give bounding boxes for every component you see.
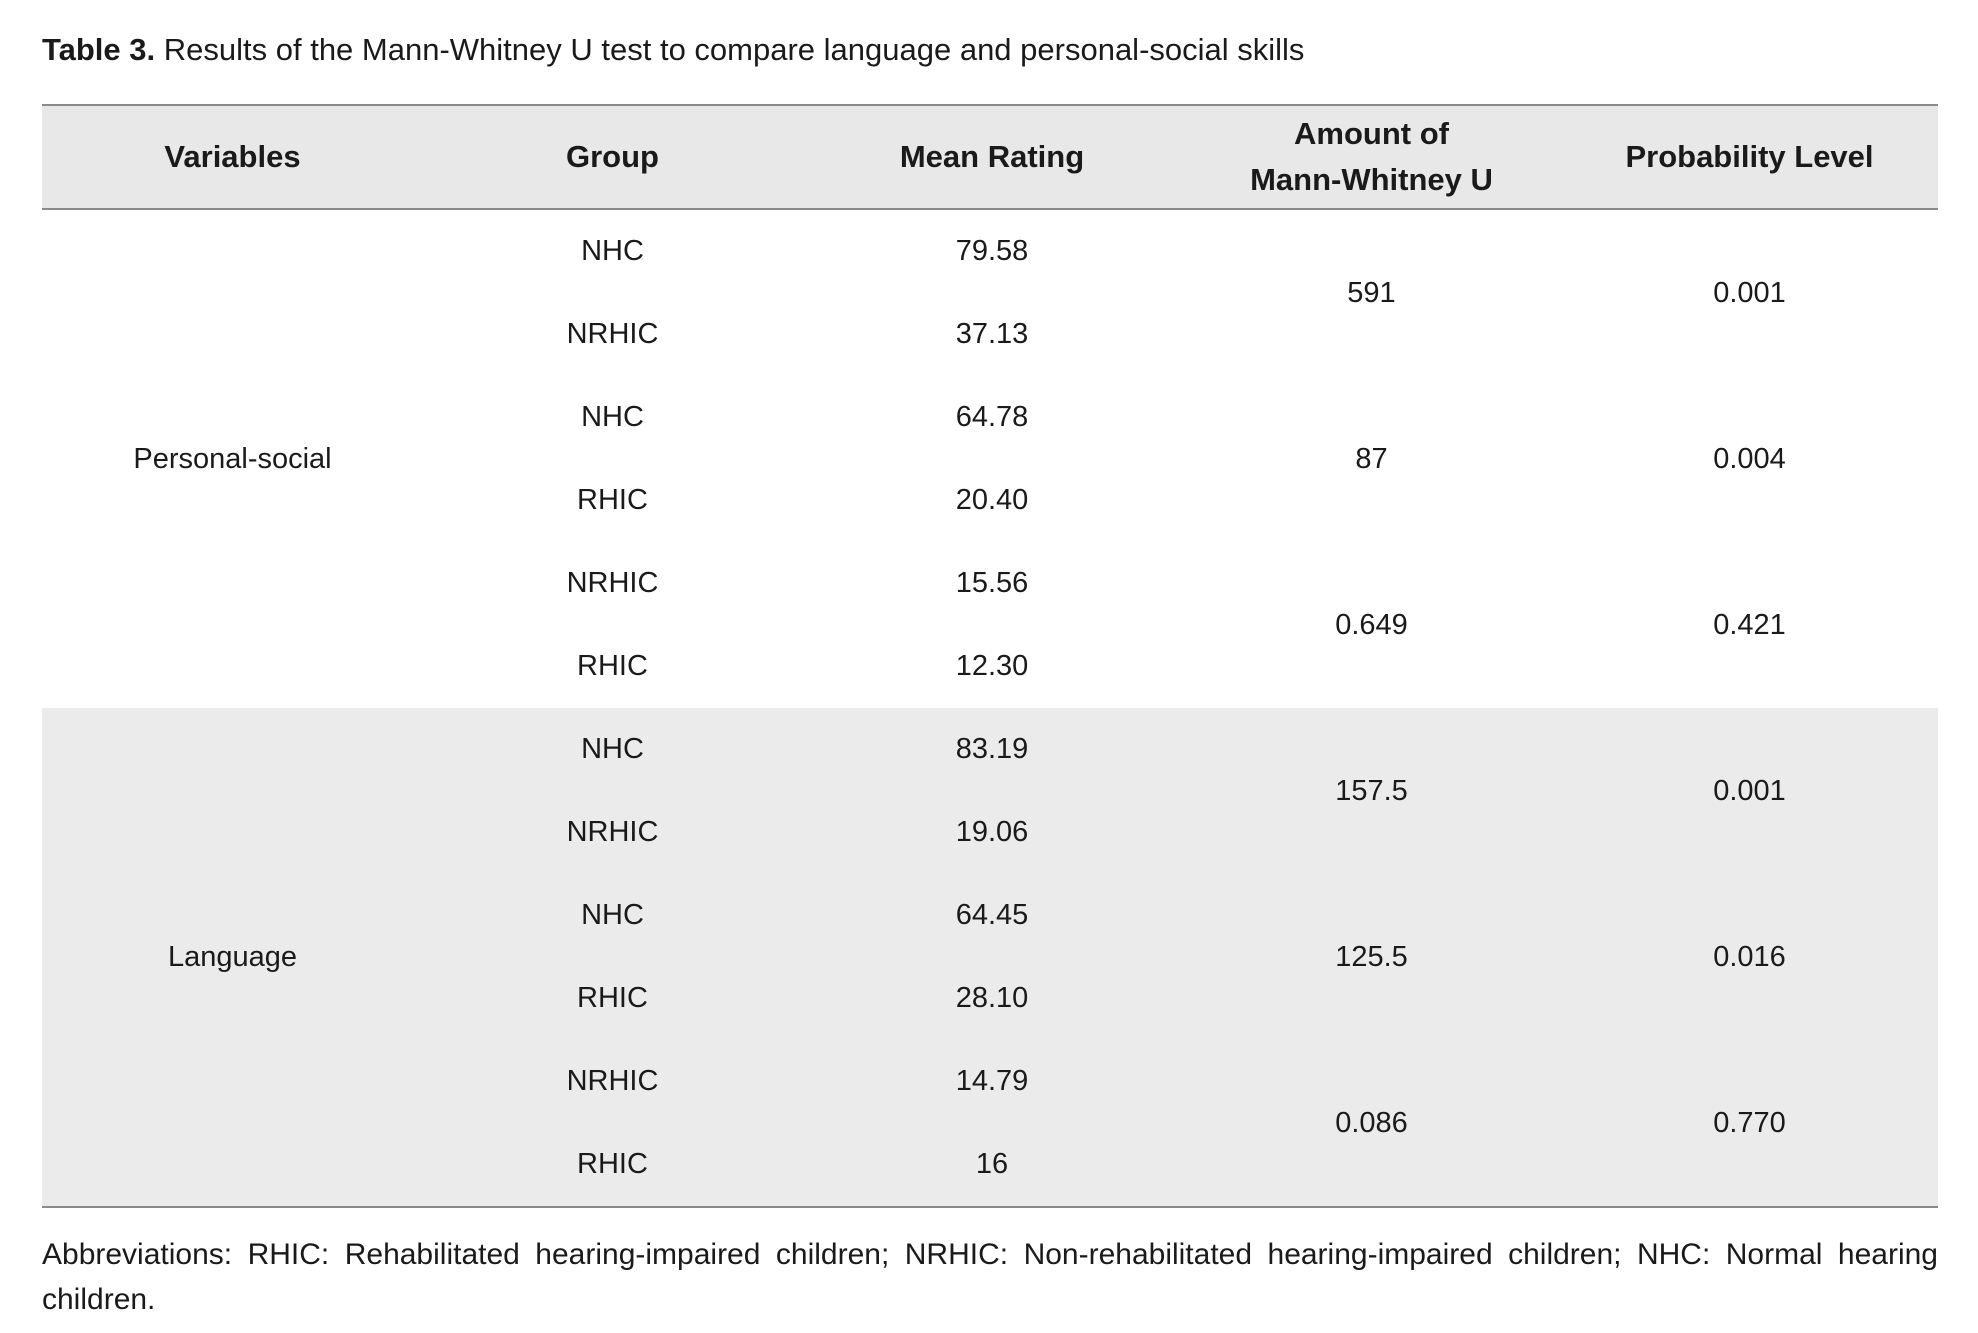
group-cell: RHIC (577, 484, 648, 516)
table-row: Language NHC 83.19 157.5 0.001 (42, 708, 1938, 973)
variable-cell: Language (167, 940, 298, 973)
table-caption-text: Results of the Mann-Whitney U test to co… (155, 32, 1305, 67)
mann-whitney-u-cell: 157.5 (1335, 774, 1408, 807)
group-cell: NHC (581, 401, 644, 433)
probability-cell: 0.001 (1713, 774, 1786, 807)
table-header-row: Variables Group Mean Rating Amount of Man… (42, 105, 1938, 209)
mean-rating-cell: 83.19 (955, 733, 1029, 765)
header-mann-whitney-line2: Mann-Whitney U (1250, 162, 1493, 197)
mann-whitney-u-cell: 0.086 (1335, 1106, 1408, 1139)
section-personal-social: Personal-social NHC 79.58 591 0.001 NRHI… (42, 209, 1938, 708)
mean-rating-cell: 64.45 (955, 899, 1029, 931)
group-cell: NHC (581, 733, 644, 765)
mean-rating-cell: 20.40 (955, 484, 1029, 516)
mean-rating-cell: 16 (975, 1148, 1009, 1180)
group-cell: NHC (581, 899, 644, 931)
mean-rating-cell: 79.58 (955, 235, 1029, 267)
probability-cell: 0.004 (1713, 442, 1786, 475)
table-row: RHIC 12.30 (42, 625, 1938, 708)
header-mann-whitney-u: Amount of Mann-Whitney U (1182, 105, 1561, 209)
mann-whitney-u-cell: 125.5 (1335, 940, 1408, 973)
group-cell: RHIC (577, 650, 648, 682)
table-header: Variables Group Mean Rating Amount of Man… (42, 105, 1938, 209)
abbreviations-footnote: Abbreviations: RHIC: Rehabilitated heari… (42, 1238, 1938, 1316)
group-cell: RHIC (577, 1148, 648, 1180)
header-mean-rating: Mean Rating (899, 139, 1085, 174)
table-row: Personal-social NHC 79.58 591 0.001 (42, 209, 1938, 475)
header-group: Group (566, 139, 659, 174)
section-language: Language NHC 83.19 157.5 0.001 NRHIC 19.… (42, 708, 1938, 1207)
probability-cell: 0.016 (1713, 940, 1786, 973)
mean-rating-cell: 15.56 (955, 567, 1029, 599)
probability-cell: 0.421 (1713, 608, 1786, 641)
group-cell: NRHIC (566, 318, 659, 350)
mean-rating-cell: 14.79 (955, 1065, 1029, 1097)
header-probability-level: Probability Level (1625, 139, 1874, 174)
results-table: Variables Group Mean Rating Amount of Man… (42, 104, 1938, 1208)
table-row: NRHIC 15.56 0.649 0.421 (42, 542, 1938, 641)
variable-cell: Personal-social (133, 442, 332, 475)
mean-rating-cell: 37.13 (955, 318, 1029, 350)
mean-rating-cell: 64.78 (955, 401, 1029, 433)
table-row: RHIC 20.40 (42, 459, 1938, 542)
table-caption-label: Table 3. (42, 32, 156, 67)
header-variables: Variables (164, 139, 301, 174)
group-cell: NHC (581, 235, 644, 267)
probability-cell: 0.770 (1713, 1106, 1786, 1139)
header-mann-whitney-line1: Amount of (1294, 116, 1449, 151)
mann-whitney-u-cell: 87 (1355, 442, 1388, 475)
probability-cell: 0.001 (1713, 276, 1786, 309)
group-cell: RHIC (577, 982, 648, 1014)
table-row: NHC 64.78 87 0.004 (42, 376, 1938, 475)
table-caption: Table 3. Results of the Mann-Whitney U t… (42, 30, 1304, 70)
table-row: NRHIC 37.13 (42, 293, 1938, 376)
mean-rating-cell: 28.10 (955, 982, 1029, 1014)
group-cell: NRHIC (566, 816, 659, 848)
mean-rating-cell: 19.06 (955, 816, 1029, 848)
mann-whitney-u-cell: 0.649 (1335, 608, 1408, 641)
mean-rating-cell: 12.30 (955, 650, 1029, 682)
group-cell: NRHIC (566, 1065, 659, 1097)
group-cell: NRHIC (566, 567, 659, 599)
mann-whitney-u-cell: 591 (1347, 276, 1396, 309)
